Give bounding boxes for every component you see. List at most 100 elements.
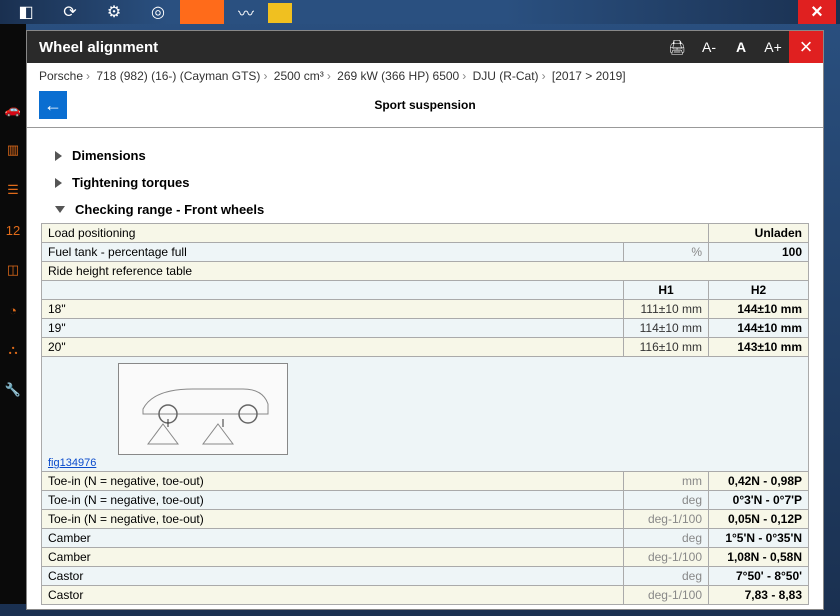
chevron-down-icon (55, 206, 65, 213)
spec-value: 1°5'N - 0°35'N (709, 529, 809, 548)
section-label: Checking range - Front wheels (75, 202, 264, 217)
table-row: 19" 114±10 mm 144±10 mm (42, 319, 809, 338)
rail-icon-chassis[interactable]: 🚗 (0, 90, 26, 130)
h2-value: 144±10 mm (709, 300, 809, 319)
col-header (42, 281, 624, 300)
breadcrumb-item[interactable]: DJU (R-Cat) (473, 69, 539, 83)
spec-value: 7,83 - 8,83 (709, 586, 809, 605)
front-wheels-table: Load positioning Unladen Fuel tank - per… (41, 223, 809, 605)
row-unit: % (624, 243, 709, 262)
breadcrumb-item[interactable]: Porsche (39, 69, 83, 83)
font-decrease-button[interactable]: A- (693, 31, 725, 63)
rail-icon-badge[interactable]: 12 (0, 210, 26, 250)
h2-value: 144±10 mm (709, 319, 809, 338)
table-row: Toe-in (N = negative, toe-out) mm 0,42N … (42, 472, 809, 491)
topbar-icon-2[interactable]: ⟳ (56, 2, 84, 22)
h2-value: 143±10 mm (709, 338, 809, 357)
font-increase-button[interactable]: A+ (757, 31, 789, 63)
table-row: Camber deg 1°5'N - 0°35'N (42, 529, 809, 548)
spec-label: Toe-in (N = negative, toe-out) (42, 491, 624, 510)
rail-icon-tool[interactable]: 🔧 (0, 370, 26, 410)
chevron-right-icon (55, 178, 62, 188)
os-close-button[interactable]: × (798, 0, 836, 24)
wheel-size: 20" (42, 338, 624, 357)
os-topbar: ◧ ⟳ ⚙ ◎ 〰 × (0, 0, 840, 24)
spec-value: 0°3'N - 0°7'P (709, 491, 809, 510)
topbar-icon-5[interactable]: 〰 (232, 2, 260, 22)
breadcrumb-item[interactable]: [2017 > 2019] (552, 69, 626, 83)
breadcrumb: Porsche› 718 (982) (16-) (Cayman GTS)› 2… (27, 63, 823, 89)
section-front-wheels[interactable]: Checking range - Front wheels (41, 196, 809, 223)
table-row: 18" 111±10 mm 144±10 mm (42, 300, 809, 319)
chevron-right-icon (55, 151, 62, 161)
rail-icon-gauge[interactable]: ◔ (0, 290, 26, 330)
figure-image (118, 363, 288, 455)
window-close-button[interactable]: × (789, 31, 823, 63)
spec-unit: deg-1/100 (624, 548, 709, 567)
table-row: 20" 116±10 mm 143±10 mm (42, 338, 809, 357)
figure-link[interactable]: fig134976 (48, 457, 96, 469)
topbar-icon-1[interactable]: ◧ (12, 2, 40, 22)
breadcrumb-item[interactable]: 269 kW (366 HP) 6500 (337, 69, 459, 83)
row-label: Ride height reference table (42, 262, 809, 281)
left-rail: 🚗 ▥ ☰ 12 ◫ ◔ ⛬ 🔧 (0, 24, 26, 604)
spec-unit: deg-1/100 (624, 510, 709, 529)
h1-value: 111±10 mm (624, 300, 709, 319)
table-row: Toe-in (N = negative, toe-out) deg-1/100… (42, 510, 809, 529)
section-dimensions[interactable]: Dimensions (41, 142, 809, 169)
row-value: 100 (709, 243, 809, 262)
col-header: H2 (709, 281, 809, 300)
table-row: Fuel tank - percentage full % 100 (42, 243, 809, 262)
spec-label: Toe-in (N = negative, toe-out) (42, 472, 624, 491)
section-label: Dimensions (72, 148, 146, 163)
spec-unit: deg (624, 491, 709, 510)
topbar-icon-3[interactable]: ⚙ (100, 2, 128, 22)
table-row: Toe-in (N = negative, toe-out) deg 0°3'N… (42, 491, 809, 510)
table-row: Castor deg 7°50' - 8°50' (42, 567, 809, 586)
spec-value: 1,08N - 0,58N (709, 548, 809, 567)
topbar-icon-yellow[interactable] (268, 3, 292, 23)
table-row: Ride height reference table (42, 262, 809, 281)
content-area: Dimensions Tightening torques Checking r… (27, 128, 823, 609)
row-label: Load positioning (42, 224, 709, 243)
h1-value: 114±10 mm (624, 319, 709, 338)
row-value: Unladen (709, 224, 809, 243)
back-button[interactable]: ← (39, 91, 67, 119)
table-row: Castor deg-1/100 7,83 - 8,83 (42, 586, 809, 605)
section-torques[interactable]: Tightening torques (41, 169, 809, 196)
topbar-icon-orange[interactable] (180, 0, 224, 24)
spec-label: Camber (42, 529, 624, 548)
figure-cell: fig134976 (42, 357, 809, 472)
print-button[interactable]: 🖨 (661, 31, 693, 63)
subheader: ← Sport suspension (27, 89, 823, 128)
app-window: Wheel alignment 🖨 A- A A+ × Porsche› 718… (26, 30, 824, 610)
table-row: fig134976 (42, 357, 809, 472)
spec-value: 7°50' - 8°50' (709, 567, 809, 586)
spec-label: Castor (42, 586, 624, 605)
spec-unit: deg-1/100 (624, 586, 709, 605)
font-default-button[interactable]: A (725, 31, 757, 63)
rail-icon-parts[interactable]: ◫ (0, 250, 26, 290)
spec-label: Camber (42, 548, 624, 567)
breadcrumb-item[interactable]: 718 (982) (16-) (Cayman GTS) (96, 69, 260, 83)
spec-unit: deg (624, 529, 709, 548)
breadcrumb-item[interactable]: 2500 cm³ (274, 69, 324, 83)
spec-value: 0,42N - 0,98P (709, 472, 809, 491)
car-diagram-icon (123, 369, 283, 449)
col-header: H1 (624, 281, 709, 300)
topbar-icon-4[interactable]: ◎ (144, 2, 172, 22)
spec-value: 0,05N - 0,12P (709, 510, 809, 529)
subheader-title: Sport suspension (67, 98, 783, 112)
window-title: Wheel alignment (39, 39, 661, 56)
spec-unit: mm (624, 472, 709, 491)
rail-icon-alert[interactable]: ⛬ (0, 330, 26, 370)
wheel-size: 19" (42, 319, 624, 338)
desktop: ◧ ⟳ ⚙ ◎ 〰 × 🚗 ▥ ☰ 12 ◫ ◔ ⛬ 🔧 Wheel align… (0, 0, 840, 616)
table-row: H1 H2 (42, 281, 809, 300)
h1-value: 116±10 mm (624, 338, 709, 357)
table-row: Load positioning Unladen (42, 224, 809, 243)
rail-icon-list[interactable]: ☰ (0, 170, 26, 210)
spec-label: Toe-in (N = negative, toe-out) (42, 510, 624, 529)
spec-label: Castor (42, 567, 624, 586)
rail-icon-engine[interactable]: ▥ (0, 130, 26, 170)
